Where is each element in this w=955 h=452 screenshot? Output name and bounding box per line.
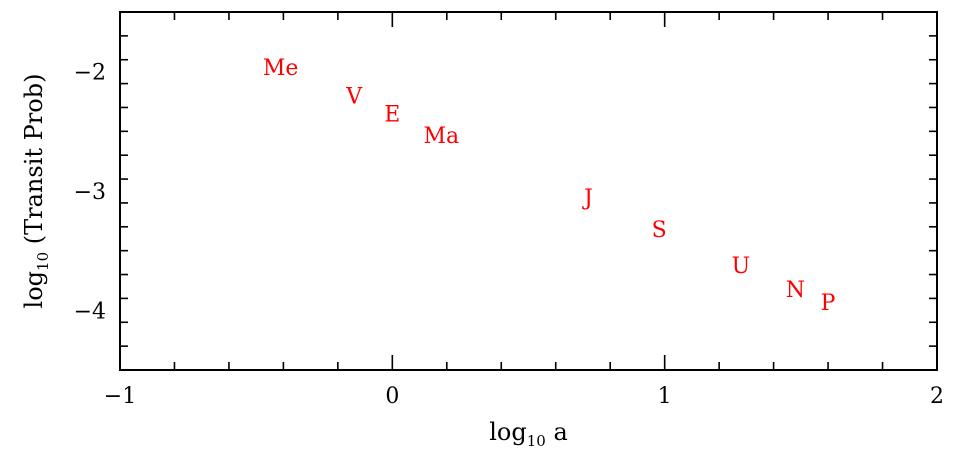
data-point-label: U bbox=[732, 254, 751, 279]
data-point-label: S bbox=[652, 218, 667, 243]
x-tick-label: −1 bbox=[104, 384, 136, 409]
x-axis-label-tail: a bbox=[546, 418, 568, 446]
y-tick-label: −3 bbox=[74, 180, 106, 205]
data-point-label: E bbox=[384, 102, 400, 127]
data-point-label: P bbox=[821, 291, 836, 316]
y-axis-label-tail: (Transit Prob) bbox=[20, 74, 48, 252]
data-point-label: V bbox=[345, 85, 363, 110]
data-points: Me VE Ma J S U NP bbox=[263, 56, 836, 316]
axis-ticks bbox=[120, 12, 937, 370]
y-tick-label: −4 bbox=[74, 299, 106, 324]
x-axis-label-subscript: 10 bbox=[527, 432, 546, 450]
x-axis-label-main: log bbox=[489, 418, 527, 446]
y-axis-label: log10 (Transit Prob) bbox=[20, 74, 52, 309]
data-point-label: Me bbox=[263, 56, 299, 81]
y-axis-label-subscript: 10 bbox=[34, 252, 52, 271]
x-tick-label: 1 bbox=[658, 384, 672, 409]
plot-frame bbox=[119, 11, 938, 371]
y-axis-label-main: log bbox=[20, 271, 48, 309]
data-point-label: N bbox=[786, 278, 805, 303]
x-tick-label: 0 bbox=[385, 384, 399, 409]
tick-labels: −1 0 1 2 −2 −3 −4 bbox=[74, 61, 944, 409]
x-axis-label: log10 a bbox=[489, 418, 568, 450]
x-tick-label: 2 bbox=[930, 384, 944, 409]
data-point-label: J bbox=[582, 186, 593, 211]
data-point-label: Ma bbox=[424, 124, 460, 149]
y-tick-label: −2 bbox=[74, 61, 106, 86]
